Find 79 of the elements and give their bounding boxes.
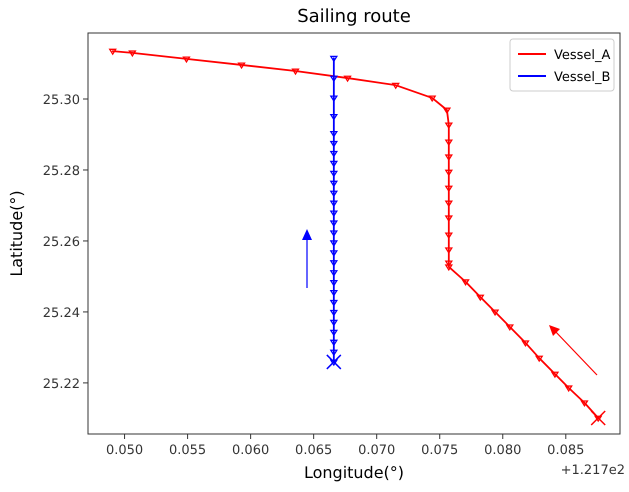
x-tick-label: 0.075	[421, 443, 458, 458]
point	[330, 220, 338, 227]
point	[330, 130, 338, 138]
point	[330, 360, 338, 366]
x-tick-label: 0.060	[232, 443, 270, 458]
point	[445, 170, 452, 176]
point	[522, 340, 530, 346]
x-tick-label: 0.055	[168, 443, 206, 458]
point	[330, 340, 338, 346]
point	[330, 76, 338, 82]
point	[445, 247, 452, 254]
point	[292, 68, 300, 75]
point	[182, 56, 190, 63]
point	[330, 290, 338, 296]
y-axis-title: Latitude(°)	[7, 190, 26, 277]
x-tick-label: 0.050	[106, 443, 144, 458]
point	[536, 356, 543, 362]
y-tick-label: 25.22	[42, 376, 80, 392]
y-tick-label: 25.28	[42, 164, 80, 179]
point	[565, 385, 572, 392]
point	[330, 95, 338, 102]
point	[326, 354, 342, 370]
x-tick-label: 0.070	[358, 443, 396, 458]
point	[590, 410, 606, 426]
point	[445, 232, 452, 239]
point	[594, 416, 602, 422]
point	[330, 170, 338, 177]
point	[445, 122, 452, 129]
point	[580, 400, 588, 406]
point	[330, 320, 338, 326]
point	[445, 139, 452, 146]
point	[330, 230, 338, 236]
legend-label: Vessel_A	[554, 48, 611, 63]
point	[551, 372, 559, 378]
point	[330, 160, 338, 167]
point	[445, 260, 452, 267]
y-tick-label: 25.24	[42, 306, 80, 321]
point	[330, 330, 338, 336]
point	[330, 240, 338, 246]
point	[445, 200, 452, 207]
point	[330, 280, 338, 286]
point	[330, 250, 338, 256]
point	[506, 324, 514, 330]
point	[476, 294, 484, 301]
x-axis-title: Longitude(°)	[304, 463, 404, 482]
x-tick-label: 0.085	[547, 443, 584, 458]
point	[330, 56, 338, 62]
point	[462, 279, 470, 286]
point	[330, 200, 338, 207]
point	[330, 310, 338, 316]
point	[330, 270, 338, 276]
point	[330, 190, 338, 197]
text: +1.217e2	[560, 463, 625, 478]
x-tick-label: 0.080	[484, 443, 522, 458]
point	[330, 140, 338, 148]
point	[392, 82, 400, 89]
point	[128, 50, 136, 57]
x-tick-label: 0.065	[295, 443, 332, 458]
point	[491, 309, 499, 316]
point	[428, 95, 436, 102]
point	[238, 62, 246, 69]
point	[330, 114, 338, 120]
y-tick-label: 25.26	[42, 234, 80, 250]
point	[344, 76, 352, 82]
point	[445, 186, 452, 192]
point	[330, 260, 338, 266]
point	[330, 210, 338, 217]
point	[445, 215, 452, 222]
legend-label: Vessel_B	[554, 70, 610, 85]
point	[109, 48, 116, 55]
point	[443, 108, 451, 114]
point	[445, 154, 452, 160]
point	[330, 150, 338, 157]
point	[445, 264, 452, 271]
point	[330, 180, 338, 187]
y-tick-label: 25.30	[42, 93, 80, 108]
chart-title: Sailing route	[297, 6, 411, 27]
point	[330, 300, 338, 306]
point	[330, 350, 338, 356]
